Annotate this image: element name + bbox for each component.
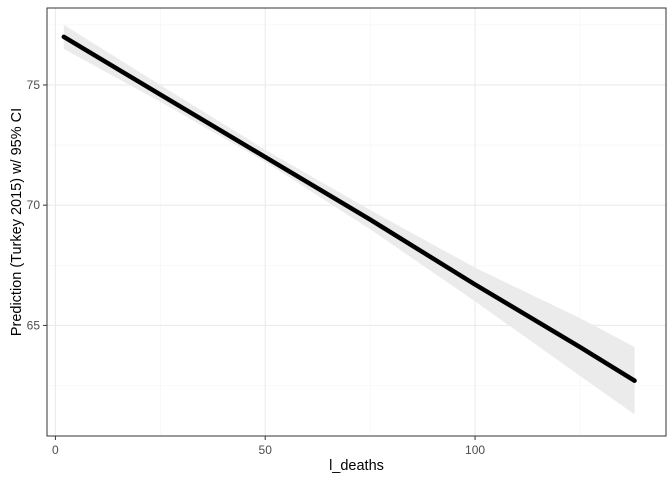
y-tick-label: 70: [27, 198, 41, 212]
x-tick-label: 0: [52, 443, 59, 457]
plot-layer: [61, 24, 637, 415]
panel-border: [46, 7, 667, 437]
x-tick-label: 50: [259, 443, 273, 457]
y-tick-label: 75: [27, 78, 41, 92]
prediction-line: [61, 34, 637, 383]
x-tick-label: 100: [465, 443, 485, 457]
x-axis-title: l_deaths: [329, 458, 384, 474]
axis-ticks: [43, 84, 476, 440]
y-axis-title: Prediction (Turkey 2015) w/ 95% CI: [9, 108, 25, 336]
axis-tick-labels: 0 50 100 65 70 75: [27, 78, 486, 457]
y-tick-label: 65: [27, 318, 41, 332]
minor-grid: [47, 8, 666, 436]
